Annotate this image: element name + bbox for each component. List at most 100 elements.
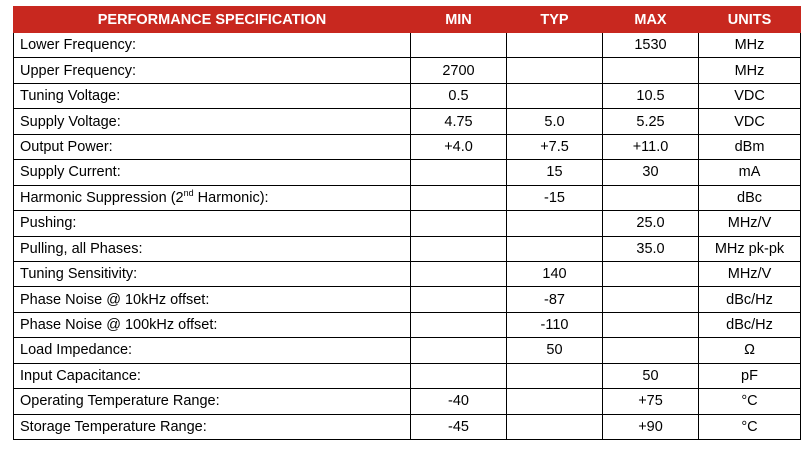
cell-units: MHz [698, 31, 801, 59]
cell-parameter: Load Impedance: [13, 337, 411, 364]
cell-min [410, 362, 507, 390]
cell-typ [506, 388, 603, 415]
table-row: Harmonic Suppression (2nd Harmonic): -15… [13, 184, 801, 212]
header-units: UNITS [698, 6, 801, 33]
cell-parameter: Lower Frequency: [13, 31, 411, 59]
cell-parameter: Harmonic Suppression (2nd Harmonic): [13, 184, 411, 212]
cell-units: pF [698, 362, 801, 390]
cell-max: 5.25 [602, 108, 699, 135]
cell-units: MHz pk-pk [698, 235, 801, 262]
table-row: Load Impedance: 50 Ω [13, 337, 801, 364]
cell-min [410, 210, 507, 237]
table-body: Lower Frequency: 1530 MHz Upper Frequenc… [13, 31, 801, 441]
table-header: PERFORMANCE SPECIFICATION MIN TYP MAX UN… [13, 6, 801, 33]
cell-max: +90 [602, 413, 699, 441]
cell-min [410, 235, 507, 262]
parameter-text-pre: Harmonic Suppression (2 [20, 189, 184, 206]
cell-parameter: Pushing: [13, 210, 411, 237]
ordinal-superscript: nd [183, 187, 194, 198]
header-max: MAX [602, 6, 699, 33]
cell-min: 4.75 [410, 108, 507, 135]
cell-typ [506, 235, 603, 262]
cell-units: dBc [698, 184, 801, 212]
cell-min [410, 184, 507, 212]
cell-typ: -87 [506, 286, 603, 313]
cell-units: MHz/V [698, 210, 801, 237]
cell-max: 30 [602, 159, 699, 186]
cell-max [602, 311, 699, 339]
cell-max: +11.0 [602, 133, 699, 161]
cell-typ [506, 57, 603, 84]
cell-units: VDC [698, 82, 801, 110]
cell-min [410, 31, 507, 59]
header-typ: TYP [506, 6, 603, 33]
cell-parameter: Pulling, all Phases: [13, 235, 411, 262]
cell-max: 1530 [602, 31, 699, 59]
cell-typ: 15 [506, 159, 603, 186]
cell-min [410, 286, 507, 313]
cell-parameter: Upper Frequency: [13, 57, 411, 84]
cell-min: +4.0 [410, 133, 507, 161]
cell-min [410, 260, 507, 288]
cell-typ [506, 210, 603, 237]
cell-min [410, 337, 507, 364]
cell-units: MHz/V [698, 260, 801, 288]
cell-max: 25.0 [602, 210, 699, 237]
cell-typ: +7.5 [506, 133, 603, 161]
cell-min [410, 311, 507, 339]
cell-parameter: Supply Current: [13, 159, 411, 186]
cell-max: 10.5 [602, 82, 699, 110]
cell-units: mA [698, 159, 801, 186]
cell-parameter: Phase Noise @ 100kHz offset: [13, 311, 411, 339]
cell-max [602, 57, 699, 84]
cell-min [410, 159, 507, 186]
performance-spec-table-container: PERFORMANCE SPECIFICATION MIN TYP MAX UN… [13, 6, 801, 441]
header-parameter: PERFORMANCE SPECIFICATION [13, 6, 411, 33]
cell-min: -45 [410, 413, 507, 441]
table-row: Tuning Voltage: 0.5 10.5 VDC [13, 82, 801, 110]
table-row: Tuning Sensitivity: 140 MHz/V [13, 260, 801, 288]
cell-units: °C [698, 413, 801, 441]
table-row: Input Capacitance: 50 pF [13, 362, 801, 390]
cell-min: 0.5 [410, 82, 507, 110]
cell-parameter: Input Capacitance: [13, 362, 411, 390]
cell-parameter: Phase Noise @ 10kHz offset: [13, 286, 411, 313]
cell-typ [506, 413, 603, 441]
cell-max [602, 260, 699, 288]
table-row: Pulling, all Phases: 35.0 MHz pk-pk [13, 235, 801, 262]
cell-max [602, 286, 699, 313]
cell-typ [506, 31, 603, 59]
cell-max: 35.0 [602, 235, 699, 262]
cell-min: -40 [410, 388, 507, 415]
cell-typ: 50 [506, 337, 603, 364]
cell-units: Ω [698, 337, 801, 364]
cell-typ: 140 [506, 260, 603, 288]
parameter-text-post: Harmonic): [193, 189, 269, 206]
cell-units: dBc/Hz [698, 286, 801, 313]
cell-typ: -15 [506, 184, 603, 212]
cell-typ [506, 82, 603, 110]
table-row: Operating Temperature Range: -40 +75 °C [13, 388, 801, 415]
cell-typ [506, 362, 603, 390]
cell-max: +75 [602, 388, 699, 415]
cell-max: 50 [602, 362, 699, 390]
cell-parameter: Storage Temperature Range: [13, 413, 411, 441]
cell-parameter: Operating Temperature Range: [13, 388, 411, 415]
table-row: Phase Noise @ 10kHz offset: -87 dBc/Hz [13, 286, 801, 313]
table-row: Supply Current: 15 30 mA [13, 159, 801, 186]
cell-units: VDC [698, 108, 801, 135]
performance-spec-table: PERFORMANCE SPECIFICATION MIN TYP MAX UN… [13, 6, 801, 441]
cell-units: °C [698, 388, 801, 415]
cell-parameter: Tuning Voltage: [13, 82, 411, 110]
table-row: Phase Noise @ 100kHz offset: -110 dBc/Hz [13, 311, 801, 339]
cell-units: dBm [698, 133, 801, 161]
cell-units: MHz [698, 57, 801, 84]
table-row: Output Power: +4.0 +7.5 +11.0 dBm [13, 133, 801, 161]
table-row: Upper Frequency: 2700 MHz [13, 57, 801, 84]
cell-typ: -110 [506, 311, 603, 339]
cell-parameter: Supply Voltage: [13, 108, 411, 135]
cell-typ: 5.0 [506, 108, 603, 135]
header-min: MIN [410, 6, 507, 33]
header-row: PERFORMANCE SPECIFICATION MIN TYP MAX UN… [13, 6, 801, 33]
cell-max [602, 184, 699, 212]
